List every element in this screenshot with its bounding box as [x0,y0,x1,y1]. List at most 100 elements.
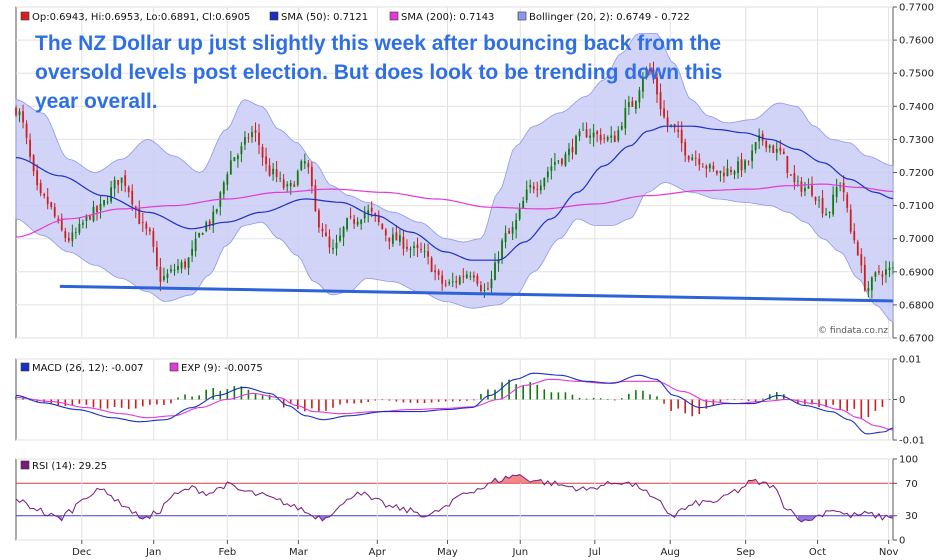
candle-body [293,184,296,187]
candle-body [215,209,218,213]
candle-body [497,259,500,264]
candle-body [413,246,415,248]
candle-body [272,168,275,175]
candle-body [420,249,422,251]
candle-body [797,180,799,182]
candle-body [314,185,317,212]
macd-histogram-bar [628,393,630,400]
rsi-panel: 100 70 30 0 RSI (14): 29.25 [15,455,918,547]
macd-histogram-bar [797,399,799,404]
macd-histogram-bar [726,399,729,401]
candle-body [222,182,225,195]
candle-body [279,177,282,179]
legend-swatch [517,11,527,21]
macd-histogram-bar [529,382,532,400]
candle-body [532,186,535,190]
candle-body [60,218,63,231]
legend-label: EXP (9): -0.0075 [181,363,263,374]
candle-body [409,248,412,250]
candle-body [342,227,345,238]
candle-body [603,138,606,139]
macd-histogram-bar [557,392,560,400]
candle-body [666,117,669,126]
price-tick-label: 0.7500 [899,69,934,80]
candle-body [804,187,806,192]
macd-histogram-bar [494,389,496,400]
legend-swatch [389,11,399,21]
candle-body [627,102,630,108]
candle-body [187,257,190,268]
macd-histogram-bar [705,399,708,409]
candle-body [29,139,31,157]
macd-histogram-bar [663,399,665,404]
candle-body [15,107,17,116]
macd-grid [16,358,893,441]
candle-body [856,241,859,256]
macd-histogram-bar [635,390,637,400]
price-tick-label: 0.7300 [899,135,934,146]
candle-body [194,238,197,252]
candle-body [381,223,384,230]
macd-histogram-bar [156,399,158,405]
candle-body [849,209,852,232]
rsi-legend: RSI (14): 29.25 [20,460,107,472]
macd-histogram-bar [304,399,306,412]
macd-histogram-bar [888,399,891,400]
candle-body [71,232,74,241]
legend-swatch [20,362,30,372]
macd-tick-label: -0.01 [899,436,925,447]
macd-tick-label: 0 [899,395,905,406]
legend-label: MACD (26, 12): -0.007 [32,363,144,374]
candle-body [789,174,792,176]
candle-body [177,265,179,270]
candle-body [89,215,91,220]
macd-axis-ticks: 0.01 0 -0.01 [893,355,925,447]
candle-body [173,269,176,271]
candle-body [863,264,866,291]
macd-histogram-bar [846,399,849,411]
candle-body [649,68,651,72]
macd-histogram-bar [261,395,264,400]
candle-body [184,261,186,268]
macd-histogram-bar [36,399,38,403]
candle-body [811,185,813,196]
x-month-label: Aug [660,547,680,558]
candle-body [391,234,394,244]
macd-histogram-bar [832,399,834,405]
candle-body [152,231,155,247]
candle-body [504,232,507,243]
macd-histogram-bar [606,399,609,401]
candle-body [240,146,243,155]
candle-body [494,262,496,281]
candle-body [275,169,278,177]
candle-body [328,236,331,248]
macd-histogram-bar [141,399,144,407]
macd-histogram-bar [437,399,440,402]
candle-body [870,277,873,291]
candle-body [515,219,518,230]
candle-body [779,147,782,152]
candle-body [892,267,894,269]
candle-body [775,148,778,153]
candle-body [828,212,831,213]
candle-body [46,196,49,205]
macd-histogram-bar [423,399,426,404]
candle-body [624,108,627,129]
candle-body [490,278,493,289]
candle-body [821,198,824,214]
candle-body [370,207,373,212]
legend-label: SMA (200): 0.7143 [401,12,494,23]
candle-body [723,172,725,177]
x-month-label: Dec [72,547,91,558]
rsi-axis-ticks: 100 70 30 0 [893,455,918,547]
candle-body [300,161,303,171]
candle-body [550,166,553,171]
candle-body [388,237,391,242]
macd-histogram-bar [127,399,130,410]
candle-body [166,273,169,278]
candle-body [201,233,204,235]
candle-body [236,155,239,160]
candle-body [480,285,482,292]
candle-body [712,165,715,170]
candlesticks [15,61,894,299]
